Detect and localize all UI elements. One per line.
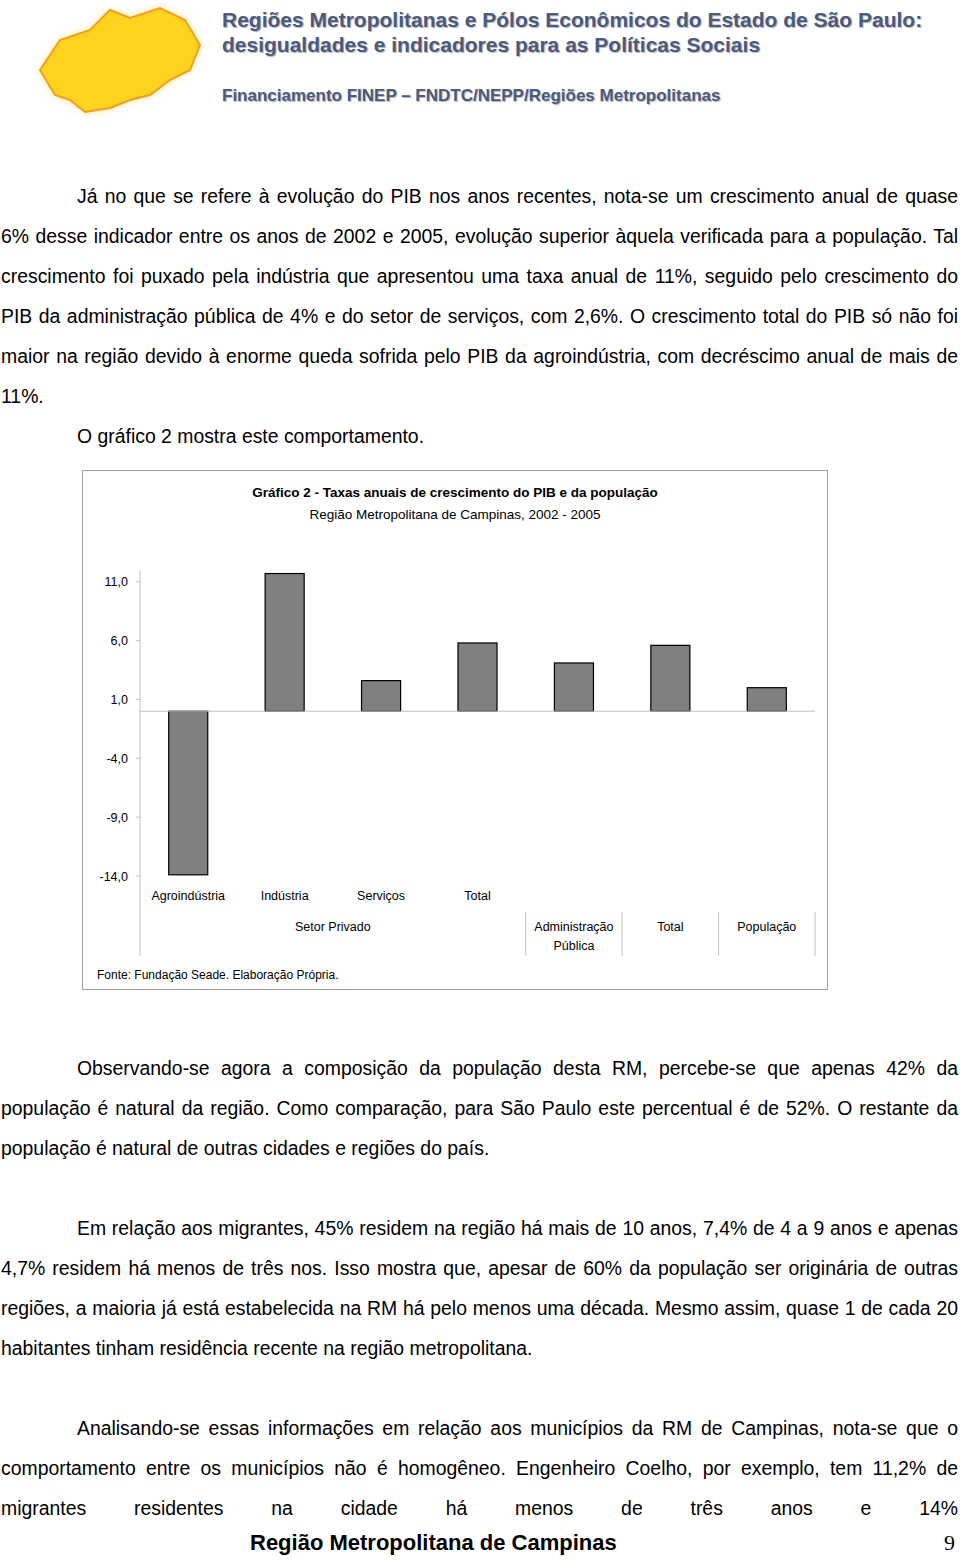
x-tick-label: Serviços [357,889,405,903]
y-tick-label: -4,0 [106,752,128,766]
category-separator [140,876,141,956]
group-label: Setor Privado [295,920,371,934]
x-tick-label: População [737,920,796,934]
paragraph: O gráfico 2 mostra este comportamento. [1,416,958,456]
y-tick [136,817,140,818]
bar [651,645,690,711]
y-tick-label: 1,0 [111,693,128,707]
chart-title: Gráfico 2 - Taxas anuais de crescimento … [252,485,658,500]
category-separator [815,912,816,956]
zero-line [140,711,815,712]
y-tick [136,581,140,582]
y-tick-label: 11,0 [105,575,128,589]
y-tick [136,640,140,641]
bars [169,574,787,875]
header-title: Regiões Metropolitanas e Pólos Econômico… [222,8,922,32]
page-number: 9 [944,1530,955,1556]
logo-glow [40,8,200,112]
y-tick [136,699,140,700]
paragraph: Observando-se agora a composição da popu… [1,1048,958,1168]
chart: Gráfico 2 - Taxas anuais de crescimento … [0,0,960,1561]
category-separator [525,912,526,956]
bar [747,688,786,712]
footer-text: Região Metropolitana de Campinas [250,1530,617,1556]
bar [362,681,401,712]
header-funding: Financiamento FINEP – FNDTC/NEPP/Regiões… [222,86,720,106]
logo [0,0,220,120]
x-tick-label: Total [657,920,683,934]
bar [458,643,497,711]
chart-subtitle: Região Metropolitana de Campinas, 2002 -… [309,507,600,522]
y-tick-label: 6,0 [111,634,128,648]
x-tick-label: Total [464,889,490,903]
x-tick-label: AdministraçãoPública [534,920,613,953]
header-subtitle: desigualdades e indicadores para as Polí… [222,33,760,57]
y-tick-label: -14,0 [100,870,129,884]
category-separator [622,912,623,956]
chart-frame [83,471,828,990]
logo-map [40,8,200,112]
paragraph: Analisando-se essas informações em relaç… [1,1408,958,1528]
paragraph: Em relação aos migrantes, 45% residem na… [1,1208,958,1368]
y-axis-line [140,570,141,876]
y-tick-label: -9,0 [106,811,128,825]
x-tick-label: Agroindústria [151,889,225,903]
bar [265,574,304,712]
chart-source: Fonte: Fundação Seade. Elaboração Própri… [97,968,339,982]
bar [554,663,593,711]
y-tick [136,758,140,759]
y-tick [136,876,140,877]
x-tick-label: Indústria [261,889,309,903]
category-separator [718,912,719,956]
paragraph: Já no que se refere à evolução do PIB no… [1,176,958,416]
bar [169,711,208,875]
